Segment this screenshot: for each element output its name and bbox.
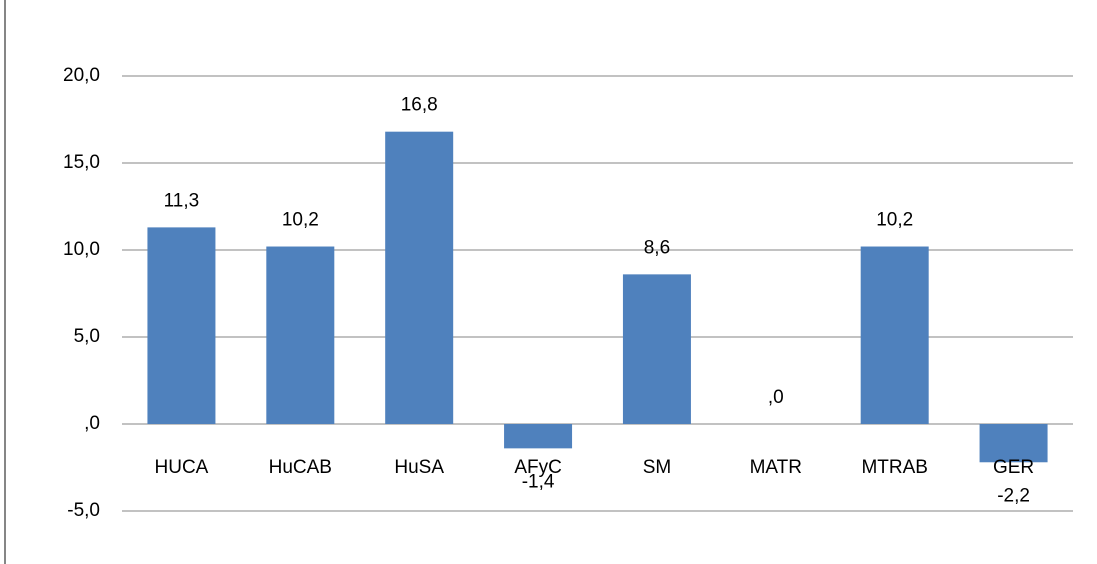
value-label: 10,2 <box>282 210 319 231</box>
value-label: 16,8 <box>401 95 438 116</box>
x-tick-label: MATR <box>750 457 802 478</box>
bar <box>504 424 573 449</box>
x-tick-label: SM <box>643 457 672 478</box>
y-tick-label: ,0 <box>84 413 100 434</box>
bar <box>266 246 335 424</box>
value-label: 8,6 <box>644 237 670 258</box>
y-tick-label: 20,0 <box>63 65 100 86</box>
bar <box>385 131 454 424</box>
x-tick-label: AFyC <box>514 457 562 478</box>
x-tick-label: HUCA <box>155 457 209 478</box>
bar <box>147 227 216 424</box>
value-label: ,0 <box>768 387 784 408</box>
x-tick-label: HuCAB <box>269 457 332 478</box>
y-tick-label: 5,0 <box>74 326 100 347</box>
y-tick-label: 15,0 <box>63 152 100 173</box>
y-tick-label: 10,0 <box>63 239 100 260</box>
bar <box>979 424 1048 463</box>
value-label: -1,4 <box>522 471 555 492</box>
bar <box>622 274 691 424</box>
x-tick-label: GER <box>993 457 1034 478</box>
value-label: -2,2 <box>997 485 1030 506</box>
value-label: 10,2 <box>876 210 913 231</box>
x-tick-label: MTRAB <box>861 457 928 478</box>
value-label: 11,3 <box>164 190 200 211</box>
x-tick-label: HuSA <box>394 457 444 478</box>
y-tick-label: -5,0 <box>67 500 100 521</box>
bar <box>860 246 929 424</box>
